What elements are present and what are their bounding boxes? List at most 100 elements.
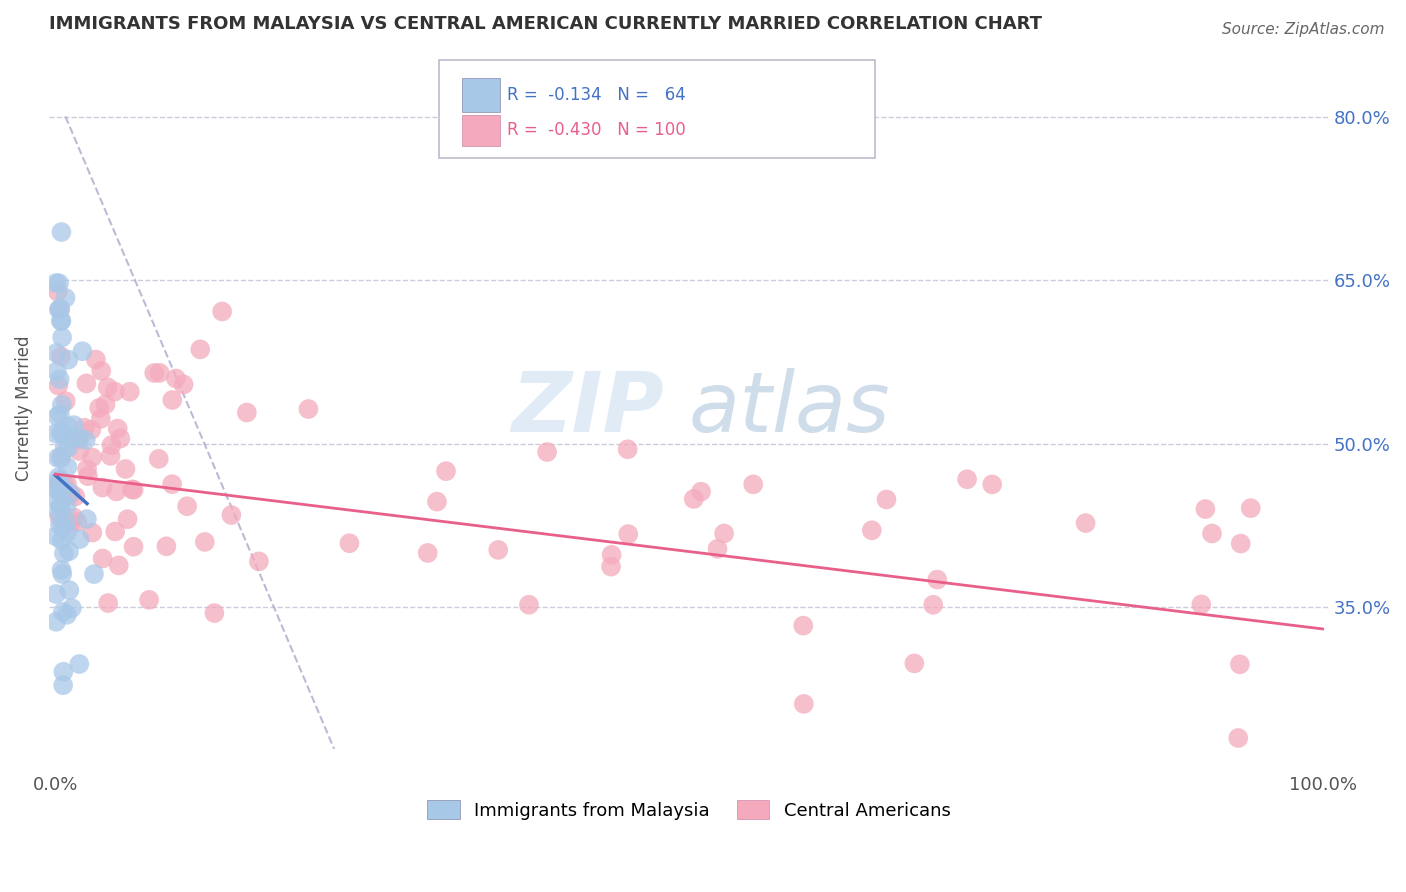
Point: [49, 500, 72, 514]
Point: [600, 548, 623, 562]
Point: [138, 592, 160, 607]
Point: [48, 475, 70, 490]
Point: [52, 678, 75, 692]
Point: [51, 566, 73, 581]
Point: [49, 302, 72, 317]
Point: [51, 314, 73, 328]
Point: [45, 346, 67, 360]
Point: [236, 405, 259, 419]
Point: [62, 418, 84, 433]
Point: [426, 494, 449, 508]
Point: [59, 486, 82, 500]
Point: [94, 397, 117, 411]
Point: [1194, 502, 1216, 516]
Point: [55, 394, 77, 409]
Point: [148, 451, 170, 466]
Point: [51, 533, 73, 548]
Point: [48, 302, 70, 317]
Point: [105, 484, 128, 499]
Point: [49, 350, 72, 364]
Point: [66, 433, 89, 447]
Point: [49, 451, 72, 466]
Point: [46, 409, 69, 424]
Point: [107, 558, 129, 573]
Point: [56, 477, 79, 491]
Point: [69, 431, 91, 445]
Point: [72, 344, 94, 359]
Point: [83, 567, 105, 582]
Point: [75, 433, 97, 447]
Point: [742, 477, 765, 491]
Point: [56, 419, 79, 434]
Point: [792, 618, 814, 632]
Point: [52, 605, 75, 619]
Point: [617, 527, 640, 541]
Point: [58, 441, 80, 455]
Point: [297, 402, 319, 417]
Point: [49, 479, 72, 493]
Point: [45, 529, 67, 543]
Point: [682, 491, 704, 506]
Point: [48, 276, 70, 290]
Point: [1229, 657, 1251, 672]
Point: [48, 505, 70, 519]
Point: [51, 398, 73, 412]
Point: [1189, 598, 1212, 612]
Point: [1201, 526, 1223, 541]
Point: [690, 484, 713, 499]
Point: [55, 515, 77, 529]
Point: [100, 449, 122, 463]
Point: [51, 449, 73, 463]
Point: [52, 426, 75, 441]
Point: [927, 573, 949, 587]
Point: [956, 472, 979, 486]
Point: [117, 512, 139, 526]
Point: [793, 697, 815, 711]
FancyBboxPatch shape: [440, 60, 875, 158]
Point: [58, 352, 80, 367]
Point: [110, 432, 132, 446]
Point: [51, 330, 73, 344]
Text: IMMIGRANTS FROM MALAYSIA VS CENTRAL AMERICAN CURRENTLY MARRIED CORRELATION CHART: IMMIGRANTS FROM MALAYSIA VS CENTRAL AMER…: [49, 15, 1042, 33]
Point: [45, 615, 67, 629]
Point: [59, 486, 82, 500]
Point: [903, 657, 925, 671]
Point: [51, 482, 73, 496]
Point: [981, 477, 1004, 491]
FancyBboxPatch shape: [463, 114, 499, 146]
Point: [860, 524, 883, 538]
Point: [600, 559, 623, 574]
Point: [76, 512, 98, 526]
Point: [48, 372, 70, 386]
Point: [52, 665, 75, 679]
Point: [194, 535, 217, 549]
Point: [339, 536, 361, 550]
Point: [77, 469, 100, 483]
Text: R =  -0.134   N =   64: R = -0.134 N = 64: [508, 86, 686, 104]
Point: [49, 517, 72, 532]
Point: [118, 384, 141, 399]
Point: [114, 462, 136, 476]
Point: [63, 510, 86, 524]
Point: [52, 521, 75, 535]
Point: [46, 483, 69, 498]
Point: [49, 425, 72, 440]
Point: [713, 526, 735, 541]
Point: [1229, 536, 1251, 550]
Point: [89, 401, 111, 415]
Point: [49, 407, 72, 421]
Point: [45, 587, 67, 601]
Point: [73, 421, 96, 435]
FancyBboxPatch shape: [463, 78, 499, 112]
Y-axis label: Currently Married: Currently Married: [15, 335, 32, 481]
Point: [90, 364, 112, 378]
Point: [121, 483, 143, 497]
Point: [176, 500, 198, 514]
Point: [162, 392, 184, 407]
Legend: Immigrants from Malaysia, Central Americans: Immigrants from Malaysia, Central Americ…: [420, 793, 957, 827]
Text: ZIP: ZIP: [510, 368, 664, 449]
Point: [165, 371, 187, 385]
Point: [49, 314, 72, 328]
Point: [56, 483, 79, 498]
Point: [56, 460, 79, 475]
